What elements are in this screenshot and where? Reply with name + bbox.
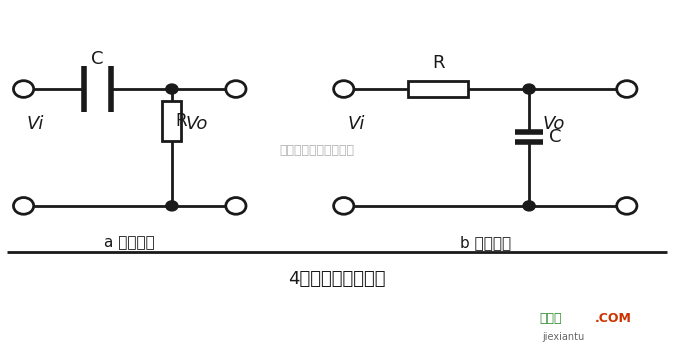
Circle shape (523, 201, 535, 211)
Circle shape (166, 201, 178, 211)
Circle shape (166, 84, 178, 94)
Text: b 积分电路: b 积分电路 (460, 235, 511, 250)
Text: 4、微分和积分电路: 4、微分和积分电路 (288, 270, 386, 288)
Text: .COM: .COM (594, 312, 632, 325)
Text: C: C (549, 128, 562, 146)
Text: C: C (92, 50, 104, 68)
Text: Vi: Vi (347, 115, 365, 132)
Text: R: R (175, 112, 187, 130)
Bar (162, 101, 181, 141)
Text: 杭州将睷科技有限公司: 杭州将睷科技有限公司 (279, 144, 355, 157)
Text: 接线图: 接线图 (539, 312, 561, 325)
Text: a 微分电路: a 微分电路 (104, 235, 155, 250)
Circle shape (523, 84, 535, 94)
Text: Vi: Vi (27, 115, 44, 132)
Text: Vo: Vo (543, 115, 565, 132)
Text: R: R (432, 55, 444, 72)
Text: Vo: Vo (185, 115, 208, 132)
Bar (408, 81, 468, 97)
Text: jiexiantu: jiexiantu (543, 332, 585, 342)
